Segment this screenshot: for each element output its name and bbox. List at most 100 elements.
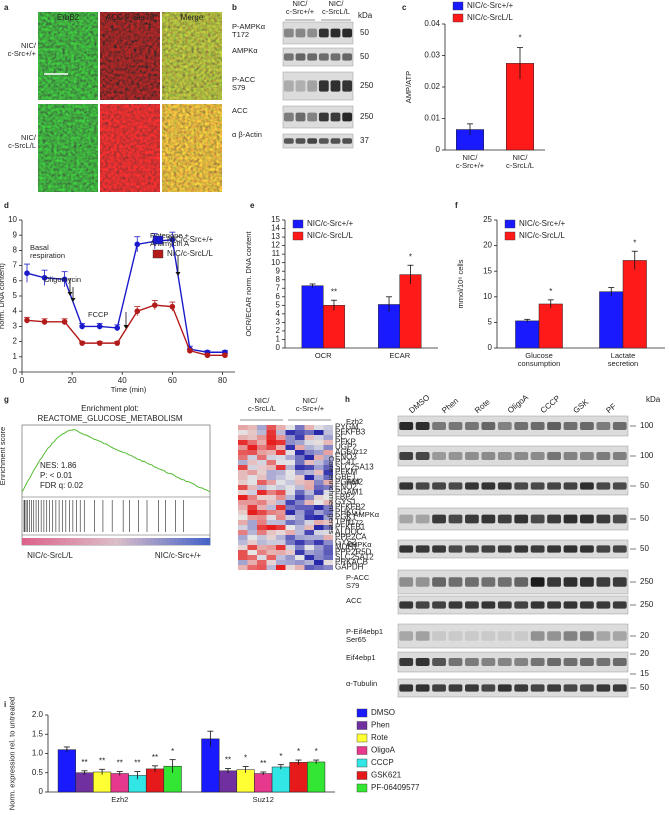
heatmap-cell (304, 560, 314, 565)
rank-bar (194, 538, 199, 545)
x-axis-label-box: Time (min) (111, 386, 147, 393)
heatmap-cell (323, 530, 333, 535)
heatmap-cell (295, 550, 305, 555)
marker (169, 303, 176, 310)
row-label: Ezh2 (346, 418, 364, 426)
y-axis-label: AMP/ATP (405, 70, 413, 104)
significance: * (549, 287, 552, 296)
y-tick-label: 0.01 (424, 114, 440, 123)
heatmap-cell (247, 525, 257, 530)
y-axis-label: mmol/10⁶ cells (457, 259, 465, 309)
heatmap-cell (257, 440, 267, 445)
bar (145, 768, 165, 793)
unit-label: kDa (358, 11, 373, 20)
rank-bar (70, 538, 75, 545)
legend-swatch (292, 219, 304, 229)
y-tick-label: 0.03 (424, 51, 440, 60)
heatmap-cell (238, 555, 248, 560)
y-axis-label-box: OCR (pmol/min norm. DNA content) (0, 263, 6, 329)
heatmap-cell (295, 435, 305, 440)
blot-band (432, 545, 446, 553)
rank-bar (198, 538, 203, 545)
series-line (26, 239, 225, 353)
blot-band (465, 452, 479, 460)
heatmap-cell (323, 515, 333, 520)
blot-band (612, 601, 627, 609)
rank-bar (138, 538, 143, 545)
heatmap-cell (285, 485, 295, 490)
x-tick-label-box: ECAR (389, 352, 410, 359)
legend-swatch (356, 783, 368, 793)
heatmap-cell (285, 470, 295, 475)
y-tick-label: 8 (276, 275, 281, 284)
heatmap-cell (257, 425, 267, 430)
gene-label: MDH1 (335, 543, 358, 552)
y-tick-label: 0 (276, 343, 281, 352)
heatmap-cell (276, 485, 286, 490)
heatmap-cell (304, 435, 314, 440)
heatmap-cell (304, 465, 314, 470)
blot-background (397, 678, 629, 698)
heatmap-cell (295, 520, 305, 525)
marker-label: 250 (640, 600, 654, 609)
blot-band (330, 53, 341, 61)
row-label-box: α β-Actin (232, 131, 262, 138)
rank-bar (50, 538, 55, 545)
blot-band (295, 80, 306, 92)
blot-band (514, 452, 529, 460)
blot-band (497, 658, 512, 666)
marker (134, 241, 141, 248)
legend-label: PF-06409577 (371, 783, 420, 792)
gene-label: TPI1 (335, 518, 352, 527)
heatmap-cell (276, 425, 286, 430)
blot-band (612, 514, 627, 524)
blot-band (432, 684, 446, 692)
blot-band (448, 545, 463, 553)
rank-bar (118, 538, 123, 545)
column-header: OligoA (506, 392, 531, 415)
heatmap-cell (314, 515, 324, 520)
heatmap-cell (295, 440, 305, 445)
blot-band (547, 514, 561, 524)
rank-bar (110, 538, 115, 545)
heatmap-cell (285, 445, 295, 450)
blot-band (497, 577, 512, 587)
rank-bar (74, 538, 79, 545)
annotation-box: FCCP (88, 311, 108, 318)
gene-label: PGK1 (335, 513, 357, 522)
rank-bar (190, 538, 195, 545)
group-label-box: NIC/ c-Src+/+ (296, 397, 324, 412)
annotation: Oligomycin (44, 276, 82, 284)
legend-label: NIC/c-Src+/+ (519, 219, 566, 228)
heatmap-cell (285, 450, 295, 455)
heatmap-cell (295, 555, 305, 560)
panel-letter: d (4, 201, 9, 210)
blot-band (612, 545, 627, 553)
heatmap-cell (323, 460, 333, 465)
heatmap-cell (276, 430, 286, 435)
column-header: Phen (440, 396, 460, 415)
heatmap-label: Core enrichment genes (327, 456, 335, 534)
y-tick-label: 0.5 (32, 768, 44, 777)
heatmap-cell (276, 445, 286, 450)
heatmap-cell (323, 425, 333, 430)
marker-label: 50 (360, 28, 369, 37)
gene-label: PGAM2 (335, 478, 364, 487)
bar (271, 766, 290, 793)
y-axis-label: OCR/ECAR norm. DNA content (245, 231, 253, 337)
heatmap-cell (295, 480, 305, 485)
y-axis-label-box: mmol/10⁶ cells (457, 259, 465, 309)
blot-band (547, 631, 561, 641)
heatmap-cell (276, 555, 286, 560)
bar (93, 771, 112, 793)
heatmap-cell (314, 465, 324, 470)
blot-band (596, 658, 611, 666)
row-label: NIC/ c-Src+/+ (7, 42, 36, 58)
blot-background (282, 105, 354, 129)
heatmap-cell (323, 535, 333, 540)
heatmap-cell (238, 460, 248, 465)
blot-band (547, 545, 561, 553)
heatmap-cell (323, 430, 333, 435)
blot-band (530, 545, 545, 553)
heatmap-cell (323, 520, 333, 525)
